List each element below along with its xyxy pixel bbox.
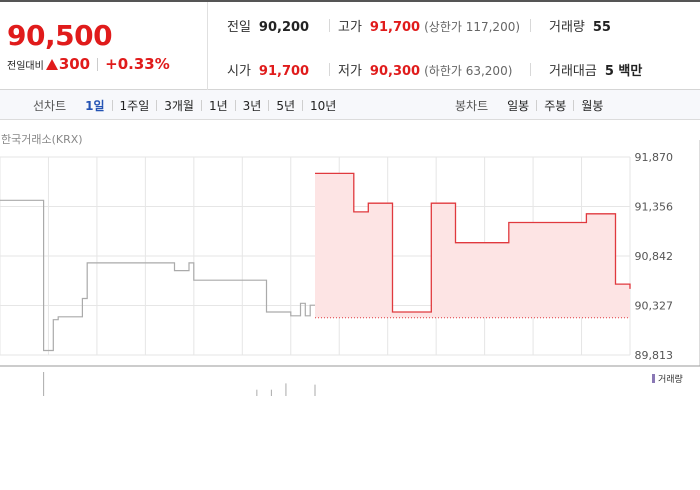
change-amount: 300 <box>58 55 91 73</box>
up-triangle-icon <box>45 58 58 70</box>
stat-amount: 거래대금 5 백만 <box>549 60 642 79</box>
exchange-label: 한국거래소(KRX) <box>1 133 83 146</box>
divider <box>536 99 538 111</box>
current-price-box: 90,500 전일대비 300 +0.33% <box>0 2 208 90</box>
lower-limit: (하한가 63,200) <box>424 64 513 78</box>
tab-10year[interactable]: 10년 <box>310 98 337 113</box>
divider <box>200 99 202 111</box>
y-tick-label: 91,870 <box>635 151 674 164</box>
tab-monthly-candle[interactable]: 월봉 <box>581 98 604 113</box>
volume-bar <box>270 389 272 396</box>
line-chart-label: 선차트 <box>33 98 67 113</box>
stat-label: 전일 <box>227 20 251 35</box>
stat-label: 거래량 <box>549 20 585 35</box>
stat-value: 90,200 <box>258 20 310 35</box>
volume-bar <box>314 384 316 396</box>
divider <box>530 19 531 32</box>
candle-chart-label: 봉차트 <box>455 98 489 113</box>
divider <box>302 99 304 111</box>
tab-1week[interactable]: 1주일 <box>119 98 150 113</box>
divider <box>156 99 158 111</box>
candle-chart-tabs: 봉차트 일봉 주봉 월봉 <box>455 90 610 120</box>
stat-low: 저가 90,300 (하한가 63,200) <box>338 60 512 79</box>
stat-volume: 거래량 55 <box>549 16 611 35</box>
current-price: 90,500 <box>7 19 113 52</box>
stat-value: 91,700 <box>258 64 310 79</box>
upper-limit: (상한가 117,200) <box>424 20 521 34</box>
y-tick-label: 89,813 <box>635 349 674 362</box>
price-area-fill <box>315 173 630 318</box>
tab-weekly-candle[interactable]: 주봉 <box>544 98 567 113</box>
price-summary: 90,500 전일대비 300 +0.33% 전일 90,200 고가 91,7… <box>0 0 700 90</box>
tab-1year[interactable]: 1년 <box>208 98 228 113</box>
y-tick-label: 90,842 <box>635 250 674 263</box>
y-tick-label: 90,327 <box>635 300 674 313</box>
volume-bar <box>43 372 45 396</box>
stat-open: 시가 91,700 <box>227 60 309 79</box>
stat-prev-close: 전일 90,200 <box>227 16 309 35</box>
divider <box>234 99 236 111</box>
volume-legend-label: 거래량 <box>658 375 683 385</box>
tab-3year[interactable]: 3년 <box>242 98 262 113</box>
line-chart-tabs: 선차트 1일 1주일 3개월 1년 3년 5년 10년 <box>33 90 343 120</box>
volume-bar <box>285 383 287 396</box>
stat-label: 저가 <box>338 64 362 79</box>
stat-label: 고가 <box>338 20 362 35</box>
divider <box>530 63 531 76</box>
stat-value: 55 <box>592 20 611 35</box>
stat-high: 고가 91,700 (상한가 117,200) <box>338 16 520 35</box>
tab-daily-candle[interactable]: 일봉 <box>507 98 530 113</box>
divider <box>268 99 270 111</box>
tab-5year[interactable]: 5년 <box>276 98 296 113</box>
today-price-line <box>315 172 631 313</box>
stat-value: 90,300 <box>369 64 421 79</box>
stat-label: 시가 <box>227 64 251 79</box>
chart-period-tabs: 선차트 1일 1주일 3개월 1년 3년 5년 10년 봉차트 일봉 주봉 월봉 <box>0 90 700 120</box>
y-tick-label: 91,356 <box>635 201 674 214</box>
previous-day-price-line <box>0 199 315 352</box>
volume-legend-swatch <box>652 374 655 383</box>
divider <box>97 57 99 71</box>
tab-3month[interactable]: 3개월 <box>164 98 194 113</box>
intraday-price-chart: 91,870 91,356 90,842 90,327 89,813 <box>0 140 700 396</box>
divider <box>111 99 113 111</box>
divider <box>329 19 330 32</box>
stat-label: 거래대금 <box>549 64 597 79</box>
change-label: 전일대비 <box>7 60 44 72</box>
stat-value: 91,700 <box>369 20 421 35</box>
divider <box>329 63 330 76</box>
divider <box>573 99 575 111</box>
tab-1day[interactable]: 1일 <box>85 98 105 113</box>
volume-legend: 거래량 <box>652 372 683 385</box>
change-row: 전일대비 300 +0.33% <box>7 55 170 73</box>
volume-bar <box>256 389 258 396</box>
change-rate: +0.33% <box>105 55 170 73</box>
stat-value: 5 백만 <box>604 64 643 79</box>
